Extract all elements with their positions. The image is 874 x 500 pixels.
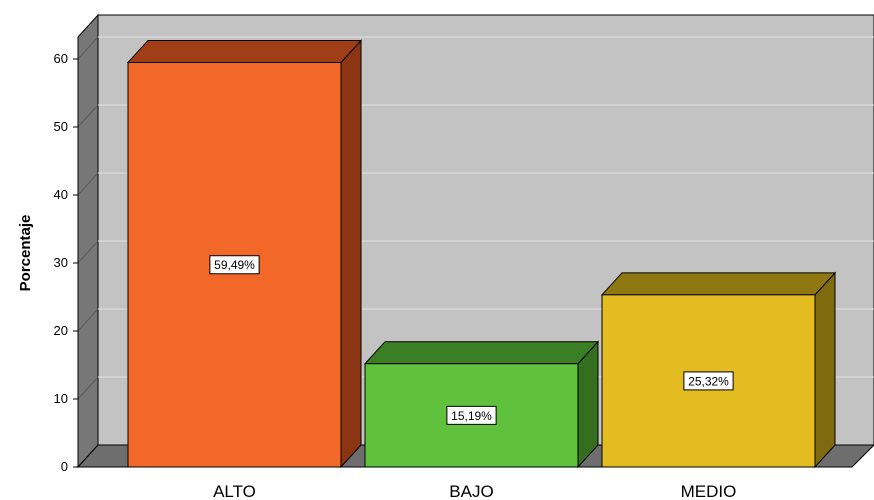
y-tick-label: 0: [61, 459, 68, 474]
y-axis: 0 10 20 30 40 50 60: [54, 37, 79, 474]
x-category-label: ALTO: [213, 482, 256, 500]
gridline-side: [77, 376, 99, 400]
y-tick-label: 20: [54, 323, 68, 338]
data-label-box: [446, 405, 497, 425]
bar-side: [814, 271, 836, 469]
data-label-box: [209, 255, 260, 275]
y-tick-label: 10: [54, 391, 68, 406]
y-tick-label: 50: [54, 119, 68, 134]
data-label: 59,49%: [214, 258, 255, 272]
bar-top: [363, 341, 600, 365]
gridline-side: [77, 36, 99, 60]
data-label: 15,19%: [451, 409, 492, 423]
gridline-side: [77, 172, 99, 196]
data-label-box: [683, 371, 734, 391]
x-category-label: MEDIO: [681, 482, 737, 500]
bar-side: [340, 39, 362, 469]
y-axis-label: Porcentaje: [17, 215, 34, 292]
x-axis: ALTO BAJO MEDIO: [213, 482, 736, 500]
bar-medio: 25,32%: [600, 271, 837, 469]
plot-side-wall: [77, 13, 99, 469]
y-tick-label: 30: [54, 255, 68, 270]
data-label: 25,32%: [688, 374, 729, 388]
x-category-label: BAJO: [449, 482, 493, 500]
gridline-side: [77, 104, 99, 128]
bar-top: [126, 39, 363, 63]
bar-alto: 59,49%: [126, 39, 363, 469]
gridline-side: [77, 240, 99, 264]
gridline-side: [77, 308, 99, 332]
y-tick-label: 40: [54, 187, 68, 202]
y-tick-label: 60: [54, 51, 68, 66]
bars: 59,49% 15,19% 25,32%: [126, 39, 837, 469]
bar-bajo: 15,19%: [363, 340, 600, 469]
bar-top: [600, 272, 837, 296]
